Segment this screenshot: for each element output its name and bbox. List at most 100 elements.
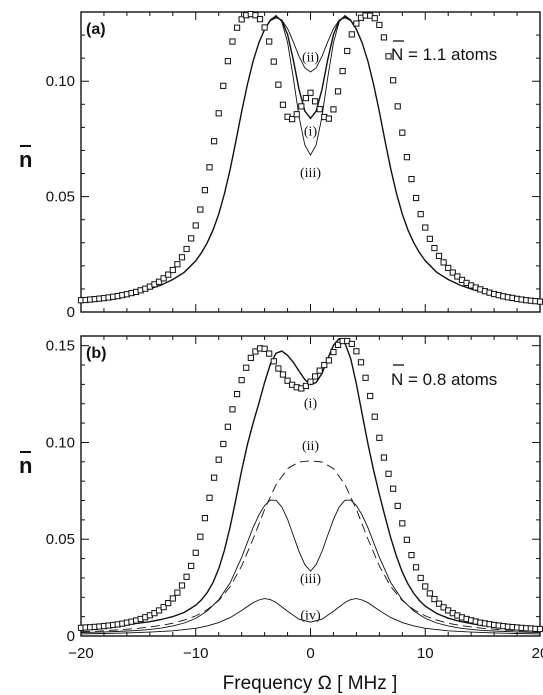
- data-point: [174, 261, 181, 268]
- panel-b-curve-labels: (i) (ii) (iii) (iv): [300, 397, 321, 624]
- data-point: [279, 371, 287, 378]
- data-point: [206, 494, 213, 501]
- data-point: [385, 53, 392, 60]
- data-point: [169, 266, 176, 274]
- data-point: [426, 235, 433, 242]
- data-point: [449, 269, 456, 276]
- data-point: [330, 106, 337, 113]
- x-tick-label: 0: [306, 645, 314, 662]
- data-point: [311, 373, 319, 380]
- data-point: [371, 15, 378, 22]
- data-point: [155, 278, 163, 285]
- data-point: [435, 600, 443, 607]
- data-point: [325, 115, 332, 122]
- data-point: [197, 206, 204, 213]
- curve-label: (iii): [300, 572, 321, 587]
- data-point: [422, 583, 429, 590]
- data-point: [339, 67, 346, 75]
- y-tick-label: 0.10: [46, 73, 75, 90]
- data-point: [155, 607, 163, 614]
- data-point: [390, 77, 397, 84]
- data-point: [417, 211, 424, 218]
- data-point: [307, 89, 314, 96]
- data-point: [376, 434, 383, 441]
- data-point: [174, 589, 181, 596]
- data-point: [367, 392, 374, 400]
- data-point: [160, 604, 167, 611]
- data-point: [293, 111, 300, 118]
- panel-a-ticks: [80, 11, 541, 313]
- data-point: [307, 378, 314, 385]
- panel-b-ticks: [80, 336, 541, 637]
- data-point: [284, 377, 291, 384]
- data-point: [220, 82, 227, 89]
- panel-b-y-axis-label: n: [19, 453, 32, 478]
- data-point: [289, 115, 296, 123]
- data-point: [348, 31, 355, 38]
- data-point: [224, 58, 231, 65]
- data-point: [183, 245, 190, 253]
- data-point: [408, 175, 415, 183]
- fit-curve-iv: [80, 598, 541, 635]
- data-point: [220, 440, 227, 448]
- data-point: [431, 244, 438, 252]
- data-point: [380, 34, 388, 41]
- data-point: [206, 164, 213, 171]
- data-point: [362, 374, 369, 381]
- data-point: [238, 377, 245, 384]
- fit-curve-iii: [80, 499, 541, 633]
- data-point: [330, 348, 337, 356]
- panel-a-y-label: n: [19, 145, 32, 172]
- data-point: [178, 254, 186, 261]
- data-point: [426, 590, 433, 597]
- panel-b-atom-count: N = 0.8 atoms: [391, 370, 497, 389]
- data-point: [160, 275, 167, 282]
- data-point: [247, 354, 254, 361]
- data-point: [211, 474, 218, 481]
- data-point: [188, 562, 195, 570]
- curve-label: (ii): [302, 439, 319, 454]
- panel-a: 0 0.05 0.10 (ii) (i) (iii) (a) N = 1.1 atoms…: [19, 10, 543, 321]
- y-tick-label: 0: [67, 304, 75, 321]
- data-point: [431, 595, 438, 603]
- data-point: [252, 12, 259, 19]
- panel-b: 00.050.100.15 −20−1001020 (i)(ii)(iii)(i…: [19, 335, 543, 694]
- data-point: [380, 454, 388, 461]
- data-point: [394, 103, 401, 110]
- x-tick-label: −10: [183, 645, 208, 662]
- panel-b-y-label: n: [19, 451, 32, 478]
- fit-curve-ii: [80, 460, 541, 633]
- data-point: [357, 359, 365, 366]
- data-point: [192, 549, 199, 556]
- y-tick-label: 0: [67, 628, 75, 645]
- data-point: [233, 24, 241, 31]
- data-point: [321, 361, 328, 369]
- data-point: [165, 271, 172, 278]
- data-point: [229, 38, 236, 45]
- panel-a-y-tick-labels: 0 0.05 0.10: [46, 73, 75, 321]
- fit-curve-i: [80, 15, 541, 302]
- data-point: [376, 21, 383, 29]
- data-point: [536, 625, 543, 633]
- curve-label: (iii): [300, 166, 321, 181]
- data-point: [334, 88, 342, 95]
- data-point: [536, 298, 543, 305]
- panel-b-markers: [77, 337, 543, 633]
- data-point: [435, 252, 443, 260]
- data-point: [417, 574, 424, 582]
- data-point: [192, 222, 199, 229]
- fit-curve-iii: [264, 14, 357, 157]
- data-point: [385, 470, 392, 477]
- panel-b-tag: (b): [86, 345, 106, 362]
- data-point: [270, 58, 277, 65]
- curve-label: (ii): [302, 51, 319, 66]
- data-point: [165, 599, 172, 607]
- panel-a-curve-labels: (ii) (i) (iii): [300, 51, 321, 181]
- data-point: [201, 187, 209, 194]
- data-point: [316, 106, 323, 113]
- data-point: [256, 16, 264, 23]
- data-point: [302, 94, 310, 102]
- panel-b-x-tick-labels: −20 −10 0 10 20: [68, 645, 543, 662]
- data-point: [215, 456, 222, 463]
